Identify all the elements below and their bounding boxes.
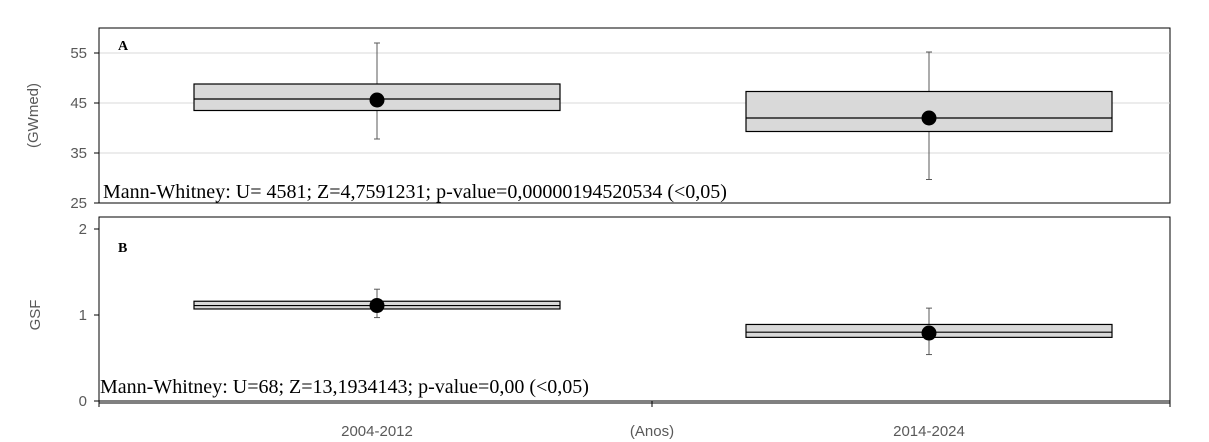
- panel-label: B: [118, 241, 127, 256]
- test-annotation: Mann-Whitney: U=68; Z=13,1934143; p-valu…: [100, 376, 589, 398]
- panel-label: A: [118, 39, 129, 54]
- y-tick-label: 45: [70, 95, 87, 112]
- box-2014-2024: [746, 52, 1112, 180]
- x-tick-label: 2014-2024: [893, 423, 965, 440]
- box-2014-2024: [746, 308, 1112, 354]
- y-tick-label: 2: [79, 221, 87, 238]
- y-tick-label: 25: [70, 195, 87, 212]
- mean-marker: [922, 111, 937, 126]
- mean-marker: [922, 326, 937, 341]
- y-tick-label: 0: [79, 393, 87, 410]
- panel-b: 0 1 2 GSF B Mann-Whitney: U=68; Z=13,1934143;…: [27, 217, 1170, 440]
- x-tick-label: 2004-2012: [341, 423, 413, 440]
- mean-marker: [370, 298, 385, 313]
- box-2004-2012: [194, 43, 560, 139]
- mean-marker: [370, 93, 385, 108]
- y-axis-label: (GWmed): [25, 83, 42, 148]
- x-axis-label: (Anos): [630, 423, 674, 440]
- y-tick-label: 55: [70, 45, 87, 62]
- y-axis-label: GSF: [27, 300, 44, 331]
- panel-a: 25 35 45 55 (GWmed) A Mann-Whitney: U= 4581; Z…: [25, 28, 1170, 212]
- y-tick-label: 1: [79, 307, 87, 324]
- box-2004-2012: [194, 289, 560, 317]
- y-tick-label: 35: [70, 145, 87, 162]
- test-annotation: Mann-Whitney: U= 4581; Z=4,7591231; p-va…: [103, 181, 727, 203]
